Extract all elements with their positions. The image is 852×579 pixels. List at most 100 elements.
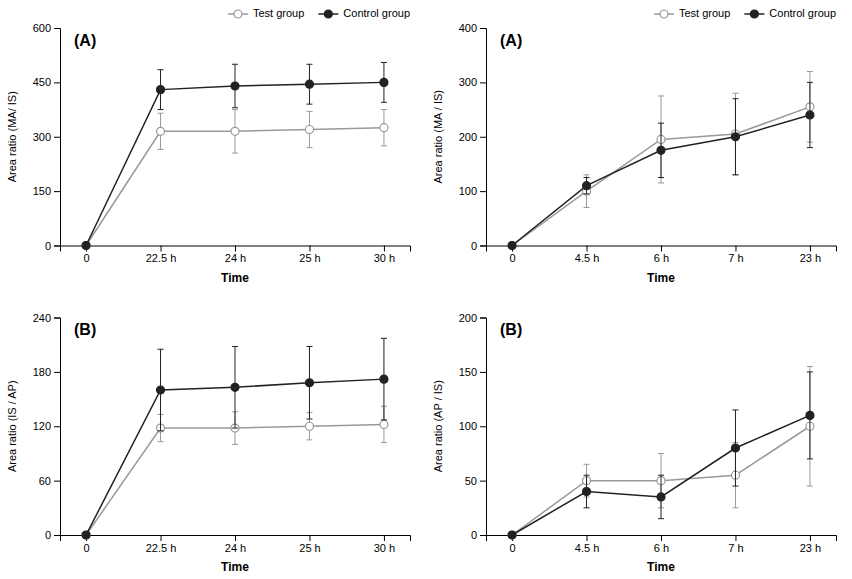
x-tick-label: 7 h [728, 542, 743, 554]
x-axis-title: Time [221, 271, 249, 285]
error-bar-cap [658, 177, 664, 178]
error-bar-cap [232, 153, 238, 154]
marker [583, 488, 591, 496]
panel-label: (B) [74, 321, 96, 338]
series [508, 82, 814, 249]
error-bar-cap [807, 371, 813, 372]
x-tick: 6 h [654, 535, 669, 554]
x-tick-mark [161, 246, 162, 252]
y-tick-mark [54, 246, 60, 247]
y-tick-label: 600 [33, 22, 51, 34]
x-tick: 4.5 h [575, 535, 599, 554]
legend-label: Control group [769, 7, 836, 19]
error-bar-cap [658, 95, 664, 96]
error-bar-cap [306, 439, 312, 440]
x-tick-label: 0 [84, 252, 90, 264]
error-bar-cap [306, 147, 312, 148]
y-tick: 100 [459, 420, 486, 432]
x-tick: 30 h [374, 246, 395, 265]
error-bar [732, 99, 738, 175]
y-tick-mark [54, 535, 60, 536]
error-bar-cap [158, 113, 164, 114]
error-bar [732, 410, 738, 486]
error-bar-cap [732, 507, 738, 508]
y-axis: 060120180240 [33, 312, 61, 542]
x-tick-label: 23 h [800, 542, 821, 554]
x-axis: 04.5 h6 h7 h23 h [487, 246, 837, 265]
x-tick-mark [810, 246, 811, 252]
error-bar-cap [306, 104, 312, 105]
error-bar-cap [306, 346, 312, 347]
y-tick: 150 [459, 366, 486, 378]
y-tick-label: 450 [33, 76, 51, 88]
marker [82, 531, 90, 539]
error-bar [158, 349, 164, 431]
line [512, 426, 810, 535]
y-axis-title: Area ratio (MA / IS) [432, 90, 444, 184]
error-bar-cap [584, 475, 590, 476]
x-axis: 022.5 h24 h25 h30 h [61, 535, 411, 554]
y-tick-mark [54, 137, 60, 138]
marker [806, 111, 814, 119]
x-tick-mark [235, 246, 236, 252]
error-bar [807, 366, 813, 486]
marker [305, 80, 313, 88]
legend: Test group Control group [654, 7, 836, 19]
x-tick-label: 0 [510, 252, 516, 264]
error-bar-cap [732, 98, 738, 99]
marker [731, 444, 739, 452]
marker [806, 411, 814, 419]
legend-entry: Test group [654, 7, 730, 19]
marker [82, 242, 90, 250]
error-bar-cap [732, 174, 738, 175]
error-bar-cap [232, 444, 238, 445]
marker [305, 379, 313, 387]
legend-entry: Test group [228, 7, 304, 19]
error-bar-cap [658, 182, 664, 183]
y-tick: 0 [45, 240, 60, 252]
y-tick-mark [480, 535, 486, 536]
x-tick: 23 h [800, 535, 821, 554]
error-bar [158, 113, 164, 149]
error-bar-cap [232, 107, 238, 108]
error-bar-cap [807, 71, 813, 72]
y-tick-label: 150 [33, 185, 51, 197]
y-tick-mark [54, 481, 60, 482]
error-bar [381, 338, 387, 420]
x-axis-line [487, 246, 837, 252]
y-tick-mark [480, 137, 486, 138]
x-tick-label: 0 [84, 542, 90, 554]
marker [82, 242, 90, 250]
plot-area [508, 72, 814, 250]
x-tick-mark [587, 246, 588, 252]
error-bar [658, 96, 664, 183]
y-tick-mark [54, 372, 60, 373]
marker [82, 531, 90, 539]
error-bar-cap [158, 349, 164, 350]
y-axis-line [480, 318, 487, 536]
x-tick: 7 h [728, 246, 743, 265]
marker [157, 127, 165, 135]
y-axis-line [54, 318, 61, 536]
plot-area [508, 366, 814, 539]
marker [231, 82, 239, 90]
error-bar-cap [584, 207, 590, 208]
error-bar [658, 475, 664, 519]
panel: 022.5 h24 h25 h30 h060120180240TimeArea … [6, 312, 411, 574]
y-tick-label: 0 [45, 529, 51, 541]
legend-entry: Control group [744, 7, 836, 19]
series [508, 372, 814, 539]
y-axis-title: Area ratio (AP / IS) [432, 380, 444, 472]
x-tick-label: 4.5 h [575, 542, 599, 554]
error-bar-stem [661, 96, 662, 183]
x-axis-line [61, 246, 411, 252]
error-bar [658, 123, 664, 177]
marker [380, 124, 388, 132]
y-tick: 300 [459, 76, 486, 88]
marker [157, 386, 165, 394]
error-bar-cap [232, 109, 238, 110]
x-tick: 22.5 h [146, 246, 177, 265]
legend-swatch-marker [324, 10, 332, 18]
y-tick-mark [54, 318, 60, 319]
x-tick: 6 h [654, 246, 669, 265]
